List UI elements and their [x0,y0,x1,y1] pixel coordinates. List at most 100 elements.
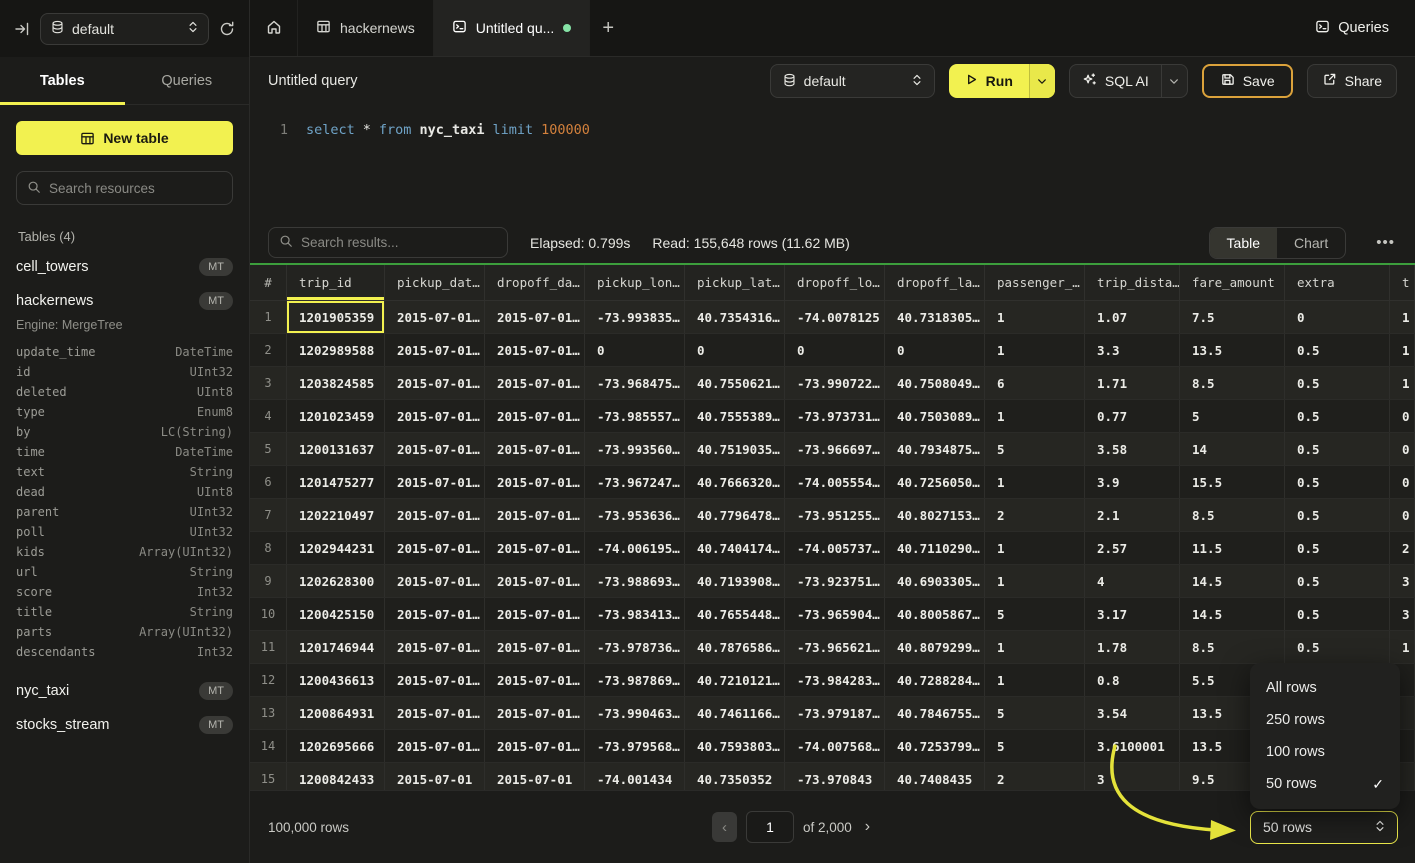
table-cell[interactable]: 1 [1390,301,1415,333]
column-header[interactable]: pickup_dat… [385,265,485,300]
table-cell[interactable]: 1200842433 [287,763,385,790]
table-cell[interactable]: 40.7508049… [885,367,985,399]
table-cell[interactable]: -73.967247… [585,466,685,498]
table-cell[interactable]: 3 [1390,565,1415,597]
table-cell[interactable]: 1203824585 [287,367,385,399]
column-header[interactable]: fare_amount [1180,265,1285,300]
new-tab-button[interactable]: + [602,18,614,38]
table-cell[interactable]: 14.5 [1180,598,1285,630]
table-cell[interactable]: 40.7503089… [885,400,985,432]
table-cell[interactable]: 5 [1180,400,1285,432]
sidebar-item-nyc-taxi[interactable]: nyc_taxi MT [16,674,233,708]
table-cell[interactable]: 2.57 [1085,532,1180,564]
table-cell[interactable]: 40.7193908… [685,565,785,597]
table-cell[interactable]: 7.5 [1180,301,1285,333]
table-cell[interactable]: 8.5 [1180,367,1285,399]
table-cell[interactable]: -73.970843 [785,763,885,790]
table-cell[interactable]: 8.5 [1180,499,1285,531]
table-cell[interactable]: 1202944231 [287,532,385,564]
table-cell[interactable]: 2015-07-01… [485,730,585,762]
table-cell[interactable]: 13.5 [1180,334,1285,366]
table-cell[interactable]: 40.7555389… [685,400,785,432]
table-cell[interactable]: 40.7408435 [885,763,985,790]
table-cell[interactable]: 1 [1390,334,1415,366]
table-cell[interactable]: -73.979568… [585,730,685,762]
table-cell[interactable]: 2015-07-01… [385,598,485,630]
table-cell[interactable]: 14.5 [1180,565,1285,597]
table-cell[interactable]: 0.8 [1085,664,1180,696]
table-cell[interactable]: 40.6903305… [885,565,985,597]
table-cell[interactable]: 1202210497 [287,499,385,531]
table-cell[interactable]: 3.3 [1085,334,1180,366]
table-cell[interactable]: 40.7318305… [885,301,985,333]
table-cell[interactable]: 3.9 [1085,466,1180,498]
table-cell[interactable]: 0 [685,334,785,366]
table-cell[interactable]: 2015-07-01… [485,466,585,498]
table-cell[interactable]: -74.005737… [785,532,885,564]
table-cell[interactable]: 40.7461166… [685,697,785,729]
table-cell[interactable]: 2015-07-01 [485,763,585,790]
table-cell[interactable]: 2015-07-01… [485,565,585,597]
table-cell[interactable]: 40.7288284… [885,664,985,696]
table-cell[interactable]: -73.978736… [585,631,685,663]
table-cell[interactable]: 3.58 [1085,433,1180,465]
table-cell[interactable]: 2015-07-01… [385,466,485,498]
table-cell[interactable]: 3.6100001 [1085,730,1180,762]
table-cell[interactable]: 2015-07-01… [385,664,485,696]
table-cell[interactable]: 1201746944 [287,631,385,663]
database-selector-top[interactable]: default [40,13,209,45]
table-cell[interactable]: 2015-07-01… [485,631,585,663]
column-header[interactable]: pickup_lat… [685,265,785,300]
table-cell[interactable]: -74.005554… [785,466,885,498]
table-cell[interactable]: 14 [1180,433,1285,465]
table-cell[interactable]: 2015-07-01… [485,400,585,432]
table-cell[interactable]: -73.983413… [585,598,685,630]
refresh-icon[interactable] [219,21,235,37]
table-cell[interactable]: 1.71 [1085,367,1180,399]
prev-page-button[interactable]: ‹ [712,812,737,842]
table-cell[interactable]: 1201475277 [287,466,385,498]
table-cell[interactable]: 0 [1390,400,1415,432]
sidebar-item-cell-towers[interactable]: cell_towers MT [16,250,233,284]
table-cell[interactable]: 40.8027153… [885,499,985,531]
table-cell[interactable]: 40.7210121… [685,664,785,696]
table-cell[interactable]: 0.5 [1285,466,1390,498]
table-cell[interactable]: 1 [985,400,1085,432]
table-cell[interactable]: 0.77 [1085,400,1180,432]
column-header[interactable]: passenger_… [985,265,1085,300]
table-cell[interactable]: 2015-07-01… [485,367,585,399]
table-cell[interactable]: 2 [1390,532,1415,564]
column-header[interactable]: dropoff_la… [885,265,985,300]
table-cell[interactable]: 2015-07-01… [485,499,585,531]
table-cell[interactable]: -73.966697… [785,433,885,465]
table-cell[interactable]: 0.5 [1285,631,1390,663]
table-cell[interactable]: 2015-07-01… [385,334,485,366]
results-search-input[interactable] [301,235,497,250]
table-cell[interactable]: 11.5 [1180,532,1285,564]
table-cell[interactable]: 2015-07-01… [385,301,485,333]
table-cell[interactable]: 5 [985,598,1085,630]
table-cell[interactable]: -73.985557… [585,400,685,432]
table-cell[interactable]: -73.988693… [585,565,685,597]
table-cell[interactable]: 2015-07-01 [385,763,485,790]
table-cell[interactable]: -73.990722… [785,367,885,399]
page-size-option[interactable]: 50 rows✓ [1250,768,1400,800]
table-cell[interactable]: -74.0078125 [785,301,885,333]
page-number-input[interactable] [746,811,794,843]
table-cell[interactable]: 2015-07-01… [485,301,585,333]
table-cell[interactable]: 4 [1085,565,1180,597]
sql-ai-chevron[interactable] [1161,65,1187,97]
next-page-button[interactable]: › [861,818,874,836]
sql-editor[interactable]: 1 select * from nyc_taxi limit 100000 [250,105,1415,222]
table-cell[interactable]: 1.07 [1085,301,1180,333]
table-cell[interactable]: 1 [985,301,1085,333]
table-cell[interactable]: 40.7666320… [685,466,785,498]
table-cell[interactable]: 40.7519035… [685,433,785,465]
table-cell[interactable]: -73.979187… [785,697,885,729]
table-cell[interactable]: 0 [785,334,885,366]
collapse-sidebar-icon[interactable] [14,21,30,37]
table-cell[interactable]: -74.001434 [585,763,685,790]
tab-home[interactable] [250,0,298,56]
view-tab-table[interactable]: Table [1210,228,1277,258]
table-cell[interactable]: 2015-07-01… [385,367,485,399]
